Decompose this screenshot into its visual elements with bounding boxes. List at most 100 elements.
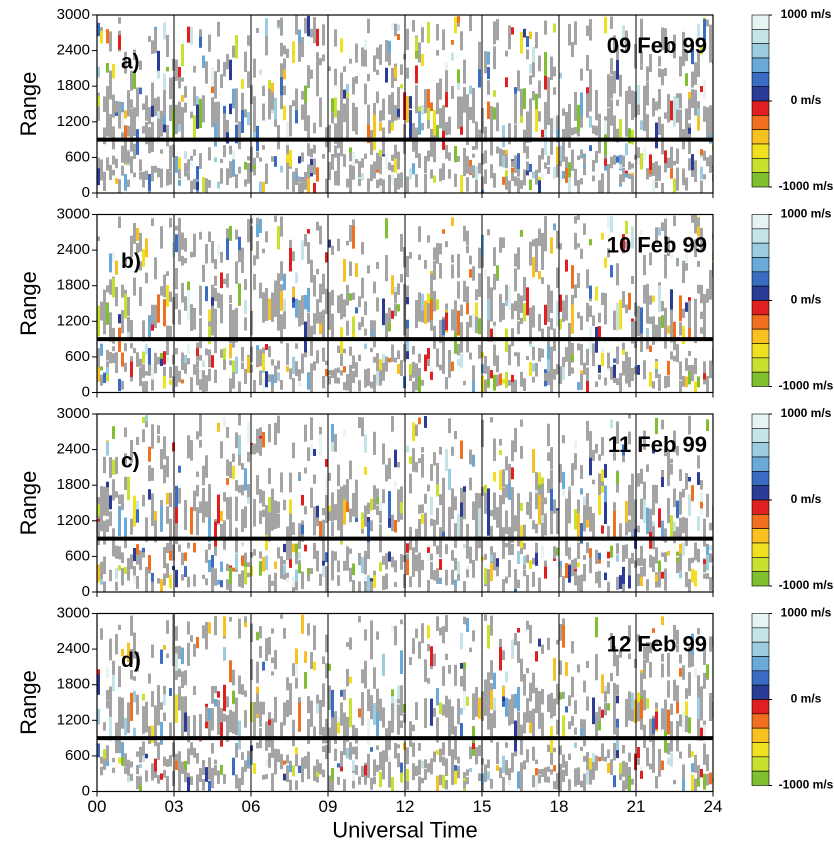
echo	[349, 346, 352, 356]
echo	[685, 302, 688, 312]
echo	[694, 550, 697, 561]
echo	[232, 669, 235, 686]
echo	[667, 652, 670, 677]
echo	[673, 522, 676, 544]
echo	[637, 574, 640, 583]
echo	[229, 616, 232, 622]
echo	[478, 508, 481, 537]
echo	[592, 348, 595, 367]
echo	[289, 368, 292, 380]
echo	[109, 164, 112, 181]
echo	[139, 556, 142, 563]
echo	[508, 123, 511, 138]
echo	[202, 488, 205, 514]
echo	[331, 767, 334, 783]
echo	[547, 166, 550, 175]
echo	[544, 112, 547, 130]
echo	[508, 358, 511, 366]
echo	[646, 642, 649, 663]
echo	[667, 742, 670, 755]
echo	[550, 362, 553, 378]
echo	[532, 363, 535, 372]
echo	[334, 504, 337, 521]
echo	[610, 216, 613, 233]
echo	[277, 20, 280, 27]
echo	[421, 504, 424, 514]
echo	[535, 759, 538, 765]
echo	[655, 324, 658, 339]
echo	[280, 284, 283, 297]
echo	[541, 148, 544, 160]
echo	[121, 310, 124, 331]
echo	[412, 448, 415, 472]
echo	[364, 153, 367, 159]
echo	[460, 662, 463, 669]
echo	[655, 361, 658, 370]
echo	[193, 308, 196, 330]
echo	[169, 755, 172, 760]
echo	[304, 424, 307, 442]
echo	[211, 686, 214, 704]
echo	[601, 709, 604, 718]
echo	[595, 150, 598, 163]
echo	[280, 754, 283, 770]
echo	[514, 633, 517, 646]
echo	[376, 688, 379, 713]
echo	[607, 560, 610, 568]
echo	[652, 98, 655, 117]
echo	[397, 753, 400, 759]
echo	[412, 724, 415, 732]
echo	[283, 574, 286, 580]
echo	[571, 127, 574, 136]
echo	[616, 472, 619, 484]
echo	[340, 99, 343, 128]
echo	[130, 156, 133, 174]
echo	[526, 287, 529, 316]
echo	[649, 517, 652, 549]
echo	[169, 518, 172, 547]
echo-texture	[97, 414, 713, 592]
echo	[346, 98, 349, 111]
echo	[469, 354, 472, 360]
echo	[454, 542, 457, 548]
echo	[604, 129, 607, 159]
echo	[97, 564, 100, 581]
echo	[418, 574, 421, 588]
echo	[709, 636, 712, 652]
echo	[256, 742, 259, 749]
echo	[145, 770, 148, 782]
echo	[658, 573, 661, 588]
echo	[691, 763, 694, 773]
echo	[301, 178, 304, 193]
echo	[355, 307, 358, 314]
echo	[388, 322, 391, 332]
echo	[457, 513, 460, 539]
echo	[301, 91, 304, 100]
echo	[595, 125, 598, 136]
echo	[406, 67, 409, 79]
echo	[310, 28, 313, 38]
echo	[238, 454, 241, 466]
echo	[622, 360, 625, 376]
echo	[361, 417, 364, 437]
echo	[556, 549, 559, 567]
echo	[571, 676, 574, 690]
y-tick-label: 2400	[57, 441, 90, 458]
x-tick-label: 09	[319, 797, 338, 816]
echo	[220, 523, 223, 539]
colorbar-box	[751, 242, 770, 258]
echo	[307, 751, 310, 770]
echo	[694, 214, 697, 234]
echo	[298, 702, 301, 732]
echo	[706, 382, 709, 393]
echo	[493, 325, 496, 345]
echo	[484, 688, 487, 716]
echo	[493, 672, 496, 690]
echo	[328, 685, 331, 711]
echo	[262, 181, 265, 193]
colorbar-box	[751, 214, 770, 230]
echo	[178, 645, 181, 659]
colorbar-box	[751, 143, 770, 159]
echo	[397, 756, 400, 768]
y-tick-label: 600	[65, 148, 90, 165]
